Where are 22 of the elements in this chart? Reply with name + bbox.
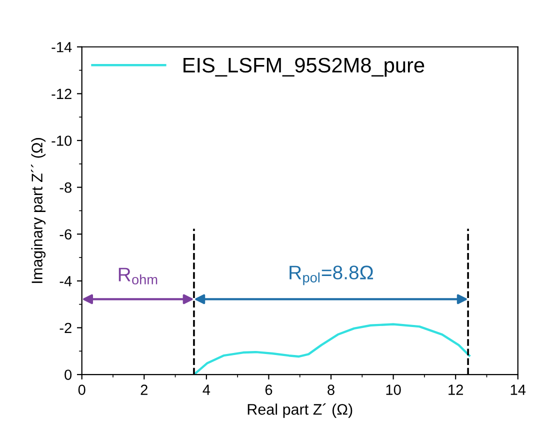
y-tick-label: -6 (60, 229, 72, 240)
x-tick-label: 8 (328, 384, 334, 395)
y-tick-label: -12 (52, 88, 72, 99)
line-series (192, 323, 470, 375)
y-axis-title: Imaginary part Z´´ (Ω) (31, 138, 46, 283)
x-tick-label: 4 (202, 384, 210, 395)
y-tick-label: -10 (52, 136, 72, 146)
legend-label: EIS_LSFM_95S2M8_pure (184, 58, 424, 77)
y-tick-label: -2 (60, 322, 72, 334)
y-tick-label: -8 (60, 182, 72, 193)
x-tick-label: 0 (78, 384, 86, 395)
x-tick-label: 2 (140, 384, 148, 395)
y-tick-label: 0 (64, 370, 72, 380)
x-tick-label: 14 (510, 384, 526, 395)
annotation: R$_{ohm}$ (118, 268, 158, 284)
y-tick-label: -4 (60, 276, 72, 286)
x-tick-label: 10 (386, 384, 401, 395)
x-axis-title: Real part Z´ (Ω) (248, 403, 352, 418)
x-tick-label: 6 (265, 384, 272, 395)
annotation: R$_{pol}$=8.8Ω (290, 266, 374, 286)
y-tick-label: -14 (52, 42, 72, 52)
x-tick-label: 12 (448, 384, 463, 395)
